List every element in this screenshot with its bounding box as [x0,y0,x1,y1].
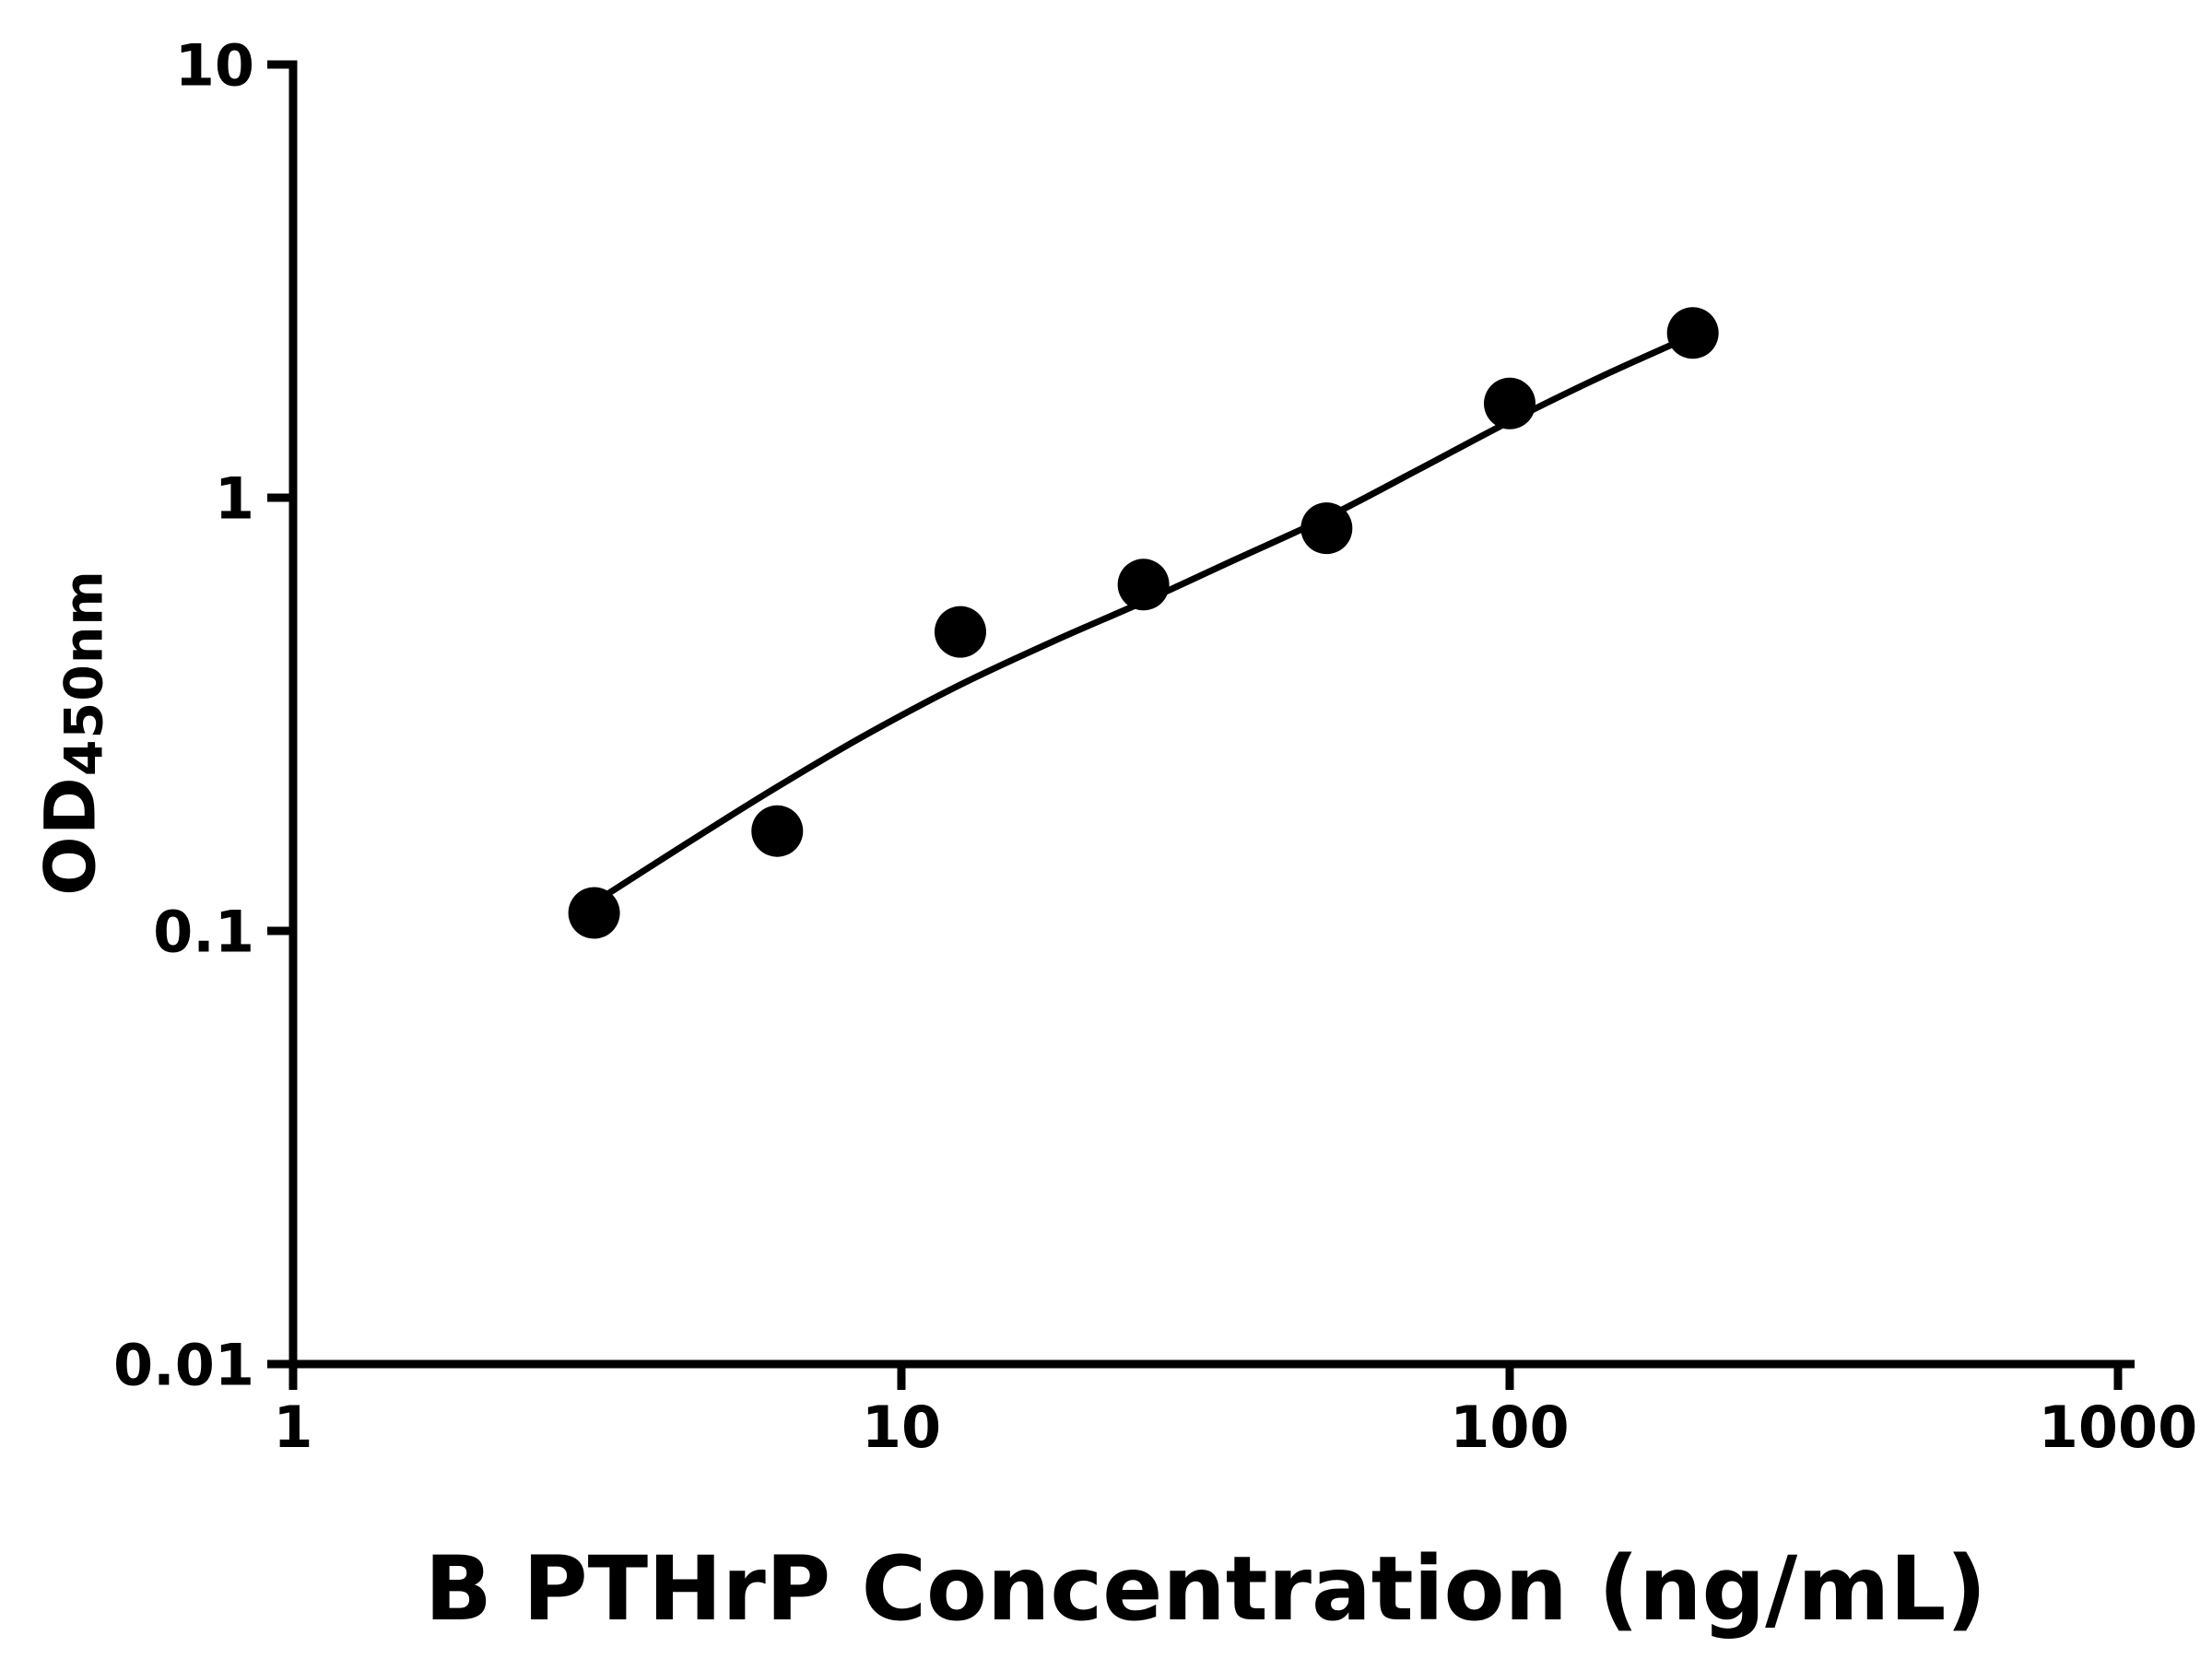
x-tick-label: 1000 [2039,1394,2198,1461]
data-point-marker [1117,559,1170,611]
data-point-marker [568,887,620,939]
data-point-marker [1666,307,1719,359]
x-axis-title: B PTHrP Concentration (ng/mL) [424,1537,1987,1641]
data-point-marker [1484,377,1535,429]
data-point-marker [1300,502,1353,555]
data-point-marker [934,606,986,658]
y-tick-label: 10 [175,31,254,99]
x-tick-label: 10 [862,1394,941,1461]
y-tick-label: 0.1 [153,898,254,965]
x-tick-label: 1 [273,1394,312,1461]
y-axis-title: OD450nm [29,570,115,896]
y-tick-label: 1 [215,465,254,532]
y-tick-label: 0.01 [113,1331,254,1398]
y-axis-title-main: OD [29,776,112,896]
data-point-marker [751,805,804,857]
y-axis-title-subscript: 450nm [53,570,115,777]
x-tick-label: 100 [1450,1394,1569,1461]
